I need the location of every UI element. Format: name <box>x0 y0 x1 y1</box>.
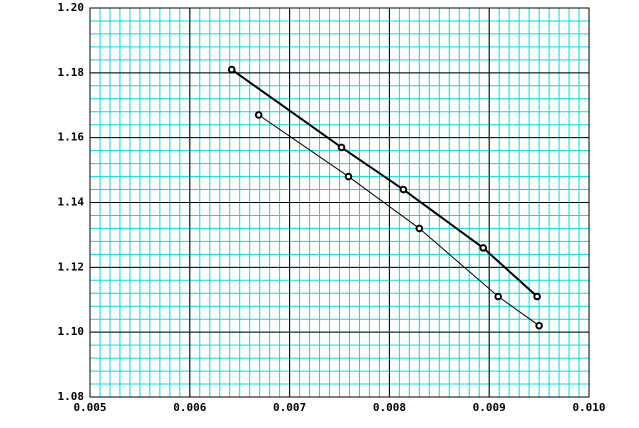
y-tick-label: 1.16 <box>58 131 85 144</box>
x-tick-label: 0.005 <box>73 401 106 414</box>
y-tick-label: 1.08 <box>58 390 85 403</box>
x-tick-label: 0.007 <box>273 401 306 414</box>
marker <box>399 185 408 194</box>
y-tick-label: 1.20 <box>58 1 85 14</box>
y-tick-label: 1.14 <box>58 196 85 209</box>
plot-frame <box>89 7 590 398</box>
marker <box>479 244 488 252</box>
y-tick-label: 1.18 <box>58 66 85 79</box>
y-tick-label: 1.12 <box>58 260 85 273</box>
x-tick-label: 0.006 <box>173 401 206 414</box>
series-line <box>231 68 538 298</box>
y-tick-label: 1.10 <box>58 325 85 338</box>
marker <box>533 292 541 301</box>
x-tick-label: 0.010 <box>572 401 605 414</box>
marker <box>337 143 346 152</box>
marker <box>227 65 236 74</box>
x-tick-label: 0.009 <box>473 401 506 414</box>
marker <box>494 292 502 301</box>
marker <box>344 172 353 181</box>
x-tick-label: 0.008 <box>373 401 406 414</box>
marker <box>254 111 263 119</box>
marker <box>415 224 424 233</box>
marker <box>535 321 543 330</box>
